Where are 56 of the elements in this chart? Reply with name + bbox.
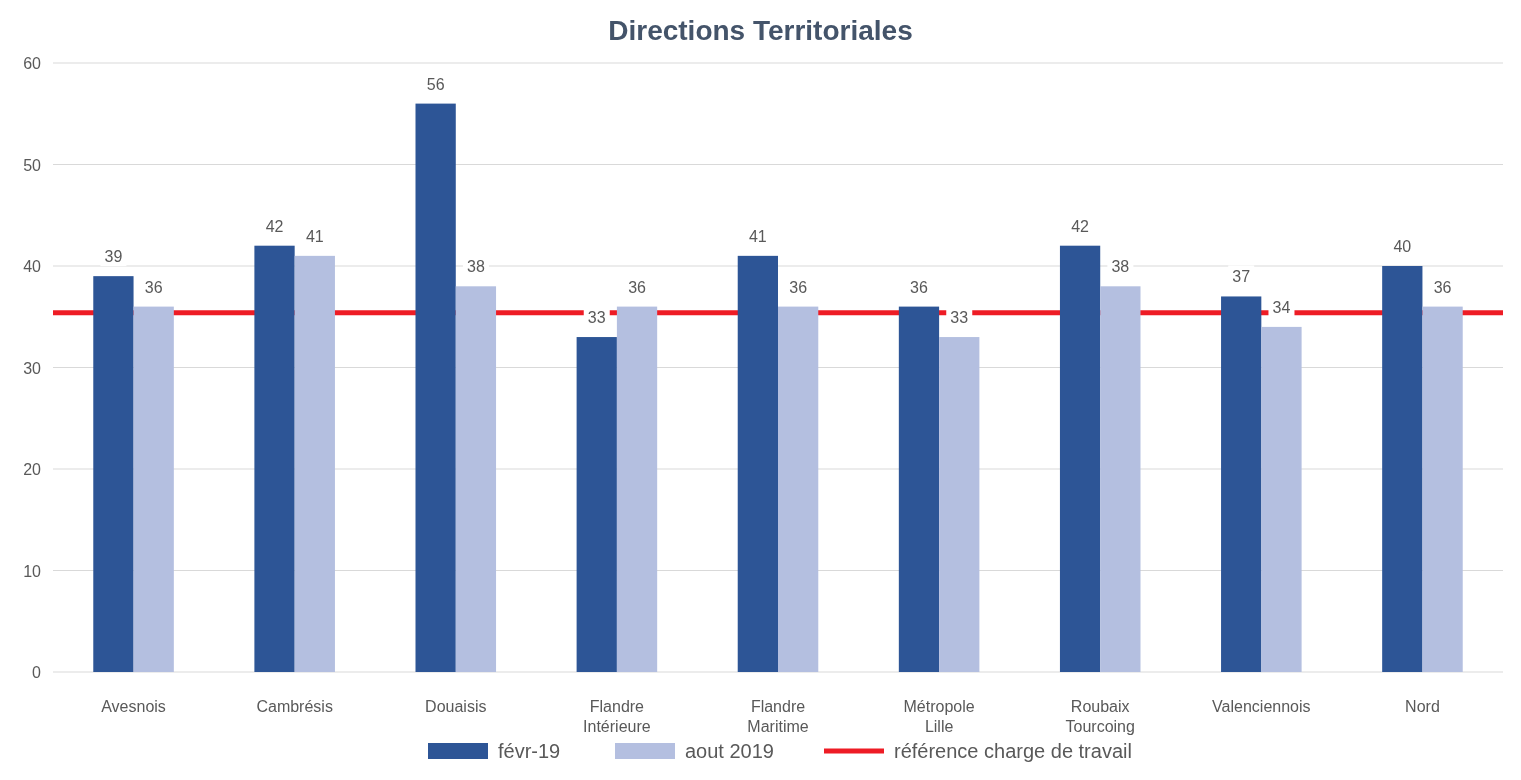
bar: [294, 255, 335, 672]
data-label: 40: [1393, 238, 1412, 255]
bar: [778, 306, 819, 672]
data-label: 38: [1111, 258, 1130, 276]
data-label: 56: [426, 75, 445, 93]
legend-label: aout 2019: [685, 740, 774, 762]
data-label: 33: [587, 309, 606, 327]
y-tick-label: 30: [23, 359, 42, 377]
x-tick-label: Nord: [1405, 698, 1440, 715]
data-label: 42: [1071, 217, 1090, 235]
bar: [1382, 266, 1423, 672]
x-tick-label: Valenciennois: [1212, 698, 1311, 715]
data-label: 39: [104, 248, 123, 266]
legend-label: référence charge de travail: [894, 740, 1132, 762]
bar: [898, 306, 940, 672]
bar: [1422, 306, 1463, 672]
x-tick-label: Avesnois: [101, 698, 166, 715]
y-tick-label: 40: [23, 258, 42, 275]
x-tick-label: Flandre Intérieure: [583, 698, 651, 735]
bar: [576, 337, 617, 672]
legend-label: févr-19: [498, 740, 561, 762]
bar: [455, 286, 497, 672]
data-label: 36: [910, 278, 928, 296]
x-tick-label: Roubaix Tourcoing: [1065, 698, 1135, 735]
bar: [1221, 296, 1262, 672]
x-tick-label: Métropole Lille: [903, 698, 975, 735]
data-label: 36: [144, 278, 163, 296]
bar: [254, 245, 295, 672]
bar: [93, 276, 134, 672]
bar: [1261, 326, 1302, 672]
data-label: 38: [467, 258, 485, 276]
bar: [939, 337, 980, 672]
data-label: 41: [748, 227, 767, 245]
bar: [1059, 245, 1101, 672]
bar: [616, 306, 658, 672]
bar: [415, 103, 456, 672]
chart-title: Directions Territoriales: [608, 15, 913, 46]
y-tick-label: 10: [23, 562, 42, 580]
y-tick-label: 20: [23, 461, 42, 478]
bar: [133, 306, 174, 672]
data-label: 36: [1433, 278, 1452, 296]
data-label: 34: [1272, 298, 1291, 316]
x-tick-label: Douaisis: [425, 698, 487, 715]
bar: [1100, 286, 1141, 672]
y-tick-label: 0: [32, 664, 42, 681]
data-label: 42: [265, 217, 284, 235]
data-label: 36: [628, 278, 647, 296]
data-label: 37: [1232, 268, 1251, 286]
y-tick-label: 60: [23, 55, 42, 72]
x-tick-label: Cambrésis: [256, 698, 333, 715]
data-label: 33: [950, 309, 969, 327]
x-tick-label: Flandre Maritime: [747, 698, 809, 735]
data-label: 36: [789, 278, 808, 296]
y-tick-label: 50: [23, 156, 42, 174]
bar: [737, 255, 778, 672]
data-label: 41: [305, 227, 324, 245]
